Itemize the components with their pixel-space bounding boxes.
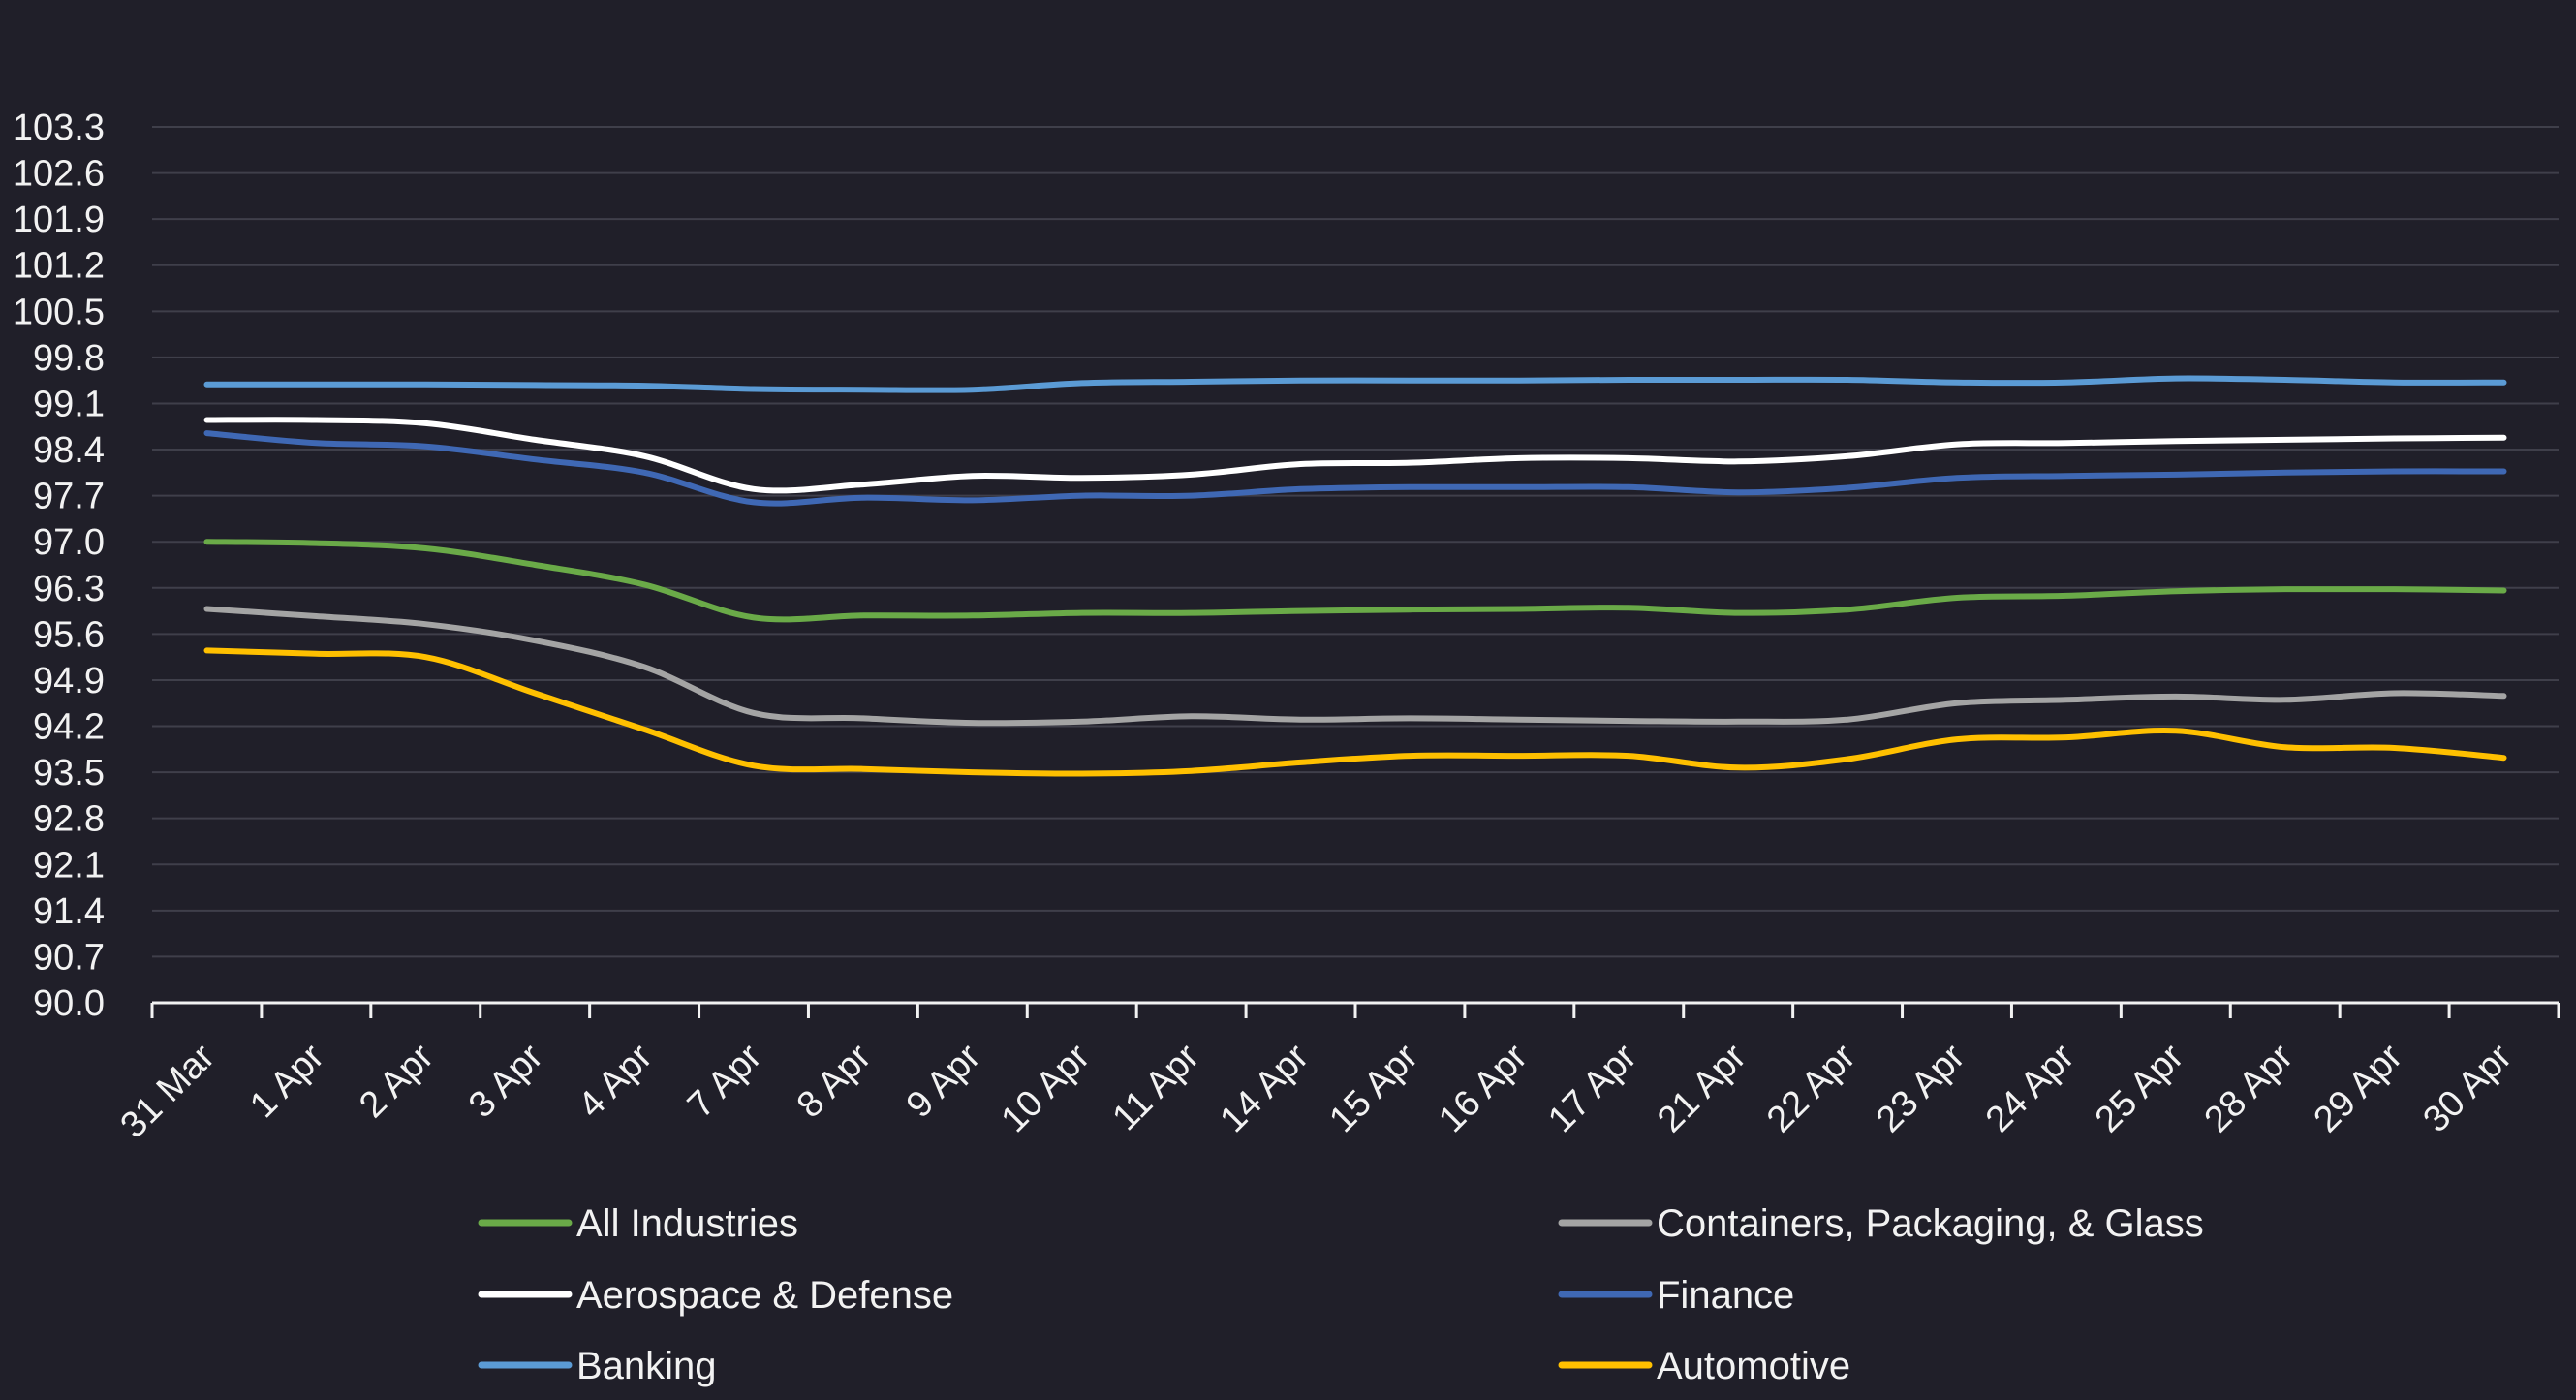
x-tick-label: 4 Apr (571, 1036, 661, 1126)
y-tick-label: 94.9 (33, 661, 105, 701)
x-tick-label: 21 Apr (1650, 1036, 1754, 1140)
y-tick-label: 90.7 (33, 937, 105, 978)
x-tick-label: 3 Apr (461, 1036, 551, 1126)
legend-label-banking: Banking (576, 1345, 717, 1387)
x-tick-label: 10 Apr (994, 1036, 1099, 1140)
x-tick-label: 7 Apr (680, 1036, 770, 1126)
y-tick-label: 98.4 (33, 430, 105, 471)
y-tick-label: 99.1 (33, 384, 105, 424)
legend-label-automotive: Automotive (1657, 1345, 1850, 1387)
x-tick-label: 15 Apr (1321, 1036, 1426, 1140)
gridlines (152, 126, 2559, 958)
legend: All Industries Containers, Packaging, & G… (478, 1202, 2204, 1387)
x-tick-label: 9 Apr (899, 1036, 989, 1126)
x-tick-label: 8 Apr (790, 1036, 880, 1126)
y-tick-label: 92.1 (33, 845, 105, 886)
x-tick-label: 25 Apr (2088, 1036, 2192, 1140)
y-tick-label: 100.5 (13, 292, 105, 332)
y-tick-label: 97.0 (33, 522, 105, 563)
x-tick-label: 16 Apr (1431, 1036, 1536, 1140)
x-tick-label: 24 Apr (1978, 1036, 2083, 1140)
y-tick-label: 101.9 (13, 200, 105, 240)
y-tick-label: 99.8 (33, 338, 105, 379)
series-line-containers-packaging-glass (203, 606, 2507, 727)
x-axis: 31 Mar 1 Apr 2 Apr 3 Apr 4 Apr 7 Apr 8 Apr 9 Ap… (112, 1001, 2560, 1146)
x-tick-label: 29 Apr (2307, 1036, 2411, 1140)
series-line-banking (203, 375, 2507, 393)
x-tick-label: 30 Apr (2416, 1036, 2521, 1140)
x-tick-label: 1 Apr (242, 1036, 332, 1126)
x-tick-label: 11 Apr (1105, 1036, 1208, 1138)
y-tick-label: 97.7 (33, 477, 105, 517)
legend-label-all-industries: All Industries (576, 1202, 798, 1245)
y-tick-label: 94.2 (33, 707, 105, 748)
y-tick-label: 93.5 (33, 753, 105, 793)
y-axis: 90.0 90.7 91.4 92.1 92.8 93.5 94.2 94.9 95.6 96.3… (13, 108, 105, 1024)
x-tick-label: 22 Apr (1759, 1036, 1864, 1140)
legend-label-finance: Finance (1657, 1274, 1794, 1317)
series-line-finance (203, 430, 2507, 507)
series-line-all-industries (203, 539, 2507, 623)
y-tick-label: 102.6 (13, 154, 105, 195)
y-tick-label: 103.3 (13, 108, 105, 148)
x-tick-label: 31 Mar (112, 1036, 223, 1146)
x-tick-label: 2 Apr (352, 1036, 442, 1126)
y-tick-label: 90.0 (33, 983, 105, 1024)
y-tick-label: 91.4 (33, 891, 105, 932)
series-line-automotive (203, 647, 2507, 777)
x-tick-label: 28 Apr (2197, 1036, 2302, 1140)
x-tick-label: 17 Apr (1540, 1036, 1645, 1140)
series-line-aerospace-defense (203, 417, 2507, 494)
legend-label-containers-packaging-glass: Containers, Packaging, & Glass (1657, 1202, 2204, 1245)
y-tick-label: 95.6 (33, 614, 105, 655)
y-tick-label: 92.8 (33, 799, 105, 840)
y-tick-label: 96.3 (33, 569, 105, 609)
x-tick-label: 14 Apr (1213, 1036, 1318, 1140)
y-tick-label: 101.2 (13, 246, 105, 287)
series-lines (203, 375, 2507, 777)
x-tick-label: 23 Apr (1869, 1036, 1973, 1140)
legend-label-aerospace-defense: Aerospace & Defense (576, 1274, 953, 1317)
